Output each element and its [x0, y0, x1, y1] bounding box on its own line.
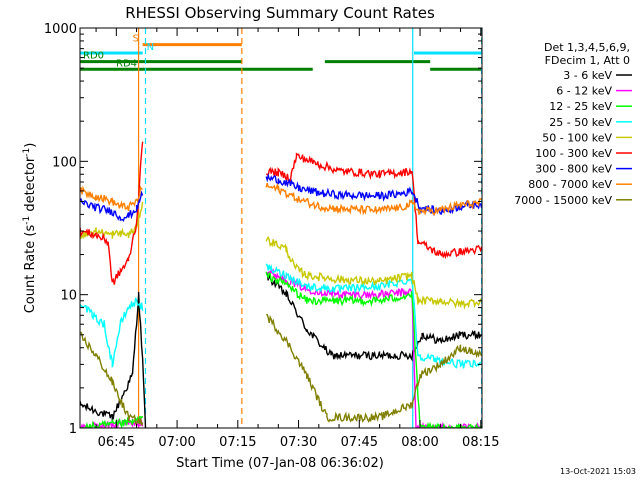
flag-label-n: N	[147, 42, 154, 53]
y-tick-label: 100	[52, 155, 77, 170]
flag-label-rd0: RD0	[83, 51, 104, 62]
legend-label: 12 - 25 keV	[549, 100, 612, 113]
observing-flags	[80, 43, 482, 71]
legend-label: 25 - 50 keV	[549, 116, 612, 129]
x-tick-label: 08:15	[462, 435, 499, 450]
x-tick-label: 07:45	[341, 435, 378, 450]
x-tick-label: 08:00	[401, 435, 438, 450]
x-tick-label: 07:15	[219, 435, 256, 450]
y-axis-ticks: 1 10 100 1000	[44, 22, 482, 437]
series-line-7000-15000-kev	[80, 313, 482, 426]
x-axis-label: Start Time (07-Jan-08 06:36:02)	[176, 456, 384, 471]
timestamp: 13-Oct-2021 15:03	[560, 467, 636, 476]
legend-label: 50 - 100 keV	[542, 131, 612, 144]
y-tick-label: 1000	[44, 22, 77, 37]
legend-label: 300 - 800 keV	[535, 163, 612, 176]
legend-label: 800 - 7000 keV	[528, 178, 612, 191]
series-line-6-12-kev	[80, 268, 482, 428]
plot-frame	[79, 27, 483, 429]
series-line-800-7000-kev	[80, 182, 482, 216]
x-tick-label: 07:00	[158, 435, 195, 450]
legend-label: 7000 - 15000 keV	[514, 194, 612, 207]
series-line-50-100-kev	[80, 201, 482, 310]
series-line-12-25-kev	[80, 271, 482, 428]
series-lines	[80, 141, 482, 428]
y-tick-label: 1	[69, 422, 77, 437]
y-tick-label: 10	[60, 289, 77, 304]
series-line-3-6-kev	[80, 272, 482, 428]
legend-label: 3 - 6 keV	[563, 69, 612, 82]
legend-header-line-1: Det 1,3,4,5,6,9,	[544, 41, 630, 54]
x-tick-label: 07:30	[280, 435, 317, 450]
flag-labels: SN RD0 RD4	[83, 34, 154, 70]
x-axis-ticks: 06:45 07:00 07:15 07:30 07:45 08:00 08:15	[95, 28, 500, 450]
flag-label-rd4: RD4	[116, 58, 137, 69]
x-tick-label: 06:45	[98, 435, 135, 450]
legend-label: 6 - 12 keV	[556, 85, 612, 98]
series-line-100-300-kev	[80, 141, 482, 285]
chart-title: RHESSI Observing Summary Count Rates	[125, 4, 435, 22]
legend-header-line-2: FDecim 1, Att 0	[545, 54, 630, 67]
legend: Det 1,3,4,5,6,9, FDecim 1, Att 0 3 - 6 k…	[514, 41, 632, 207]
legend-label: 100 - 300 keV	[535, 147, 612, 160]
flag-label-s: S	[133, 34, 139, 45]
boundary-lines	[137, 28, 482, 428]
y-axis-label: Count Rate (s-1 detector-1)	[22, 143, 38, 314]
